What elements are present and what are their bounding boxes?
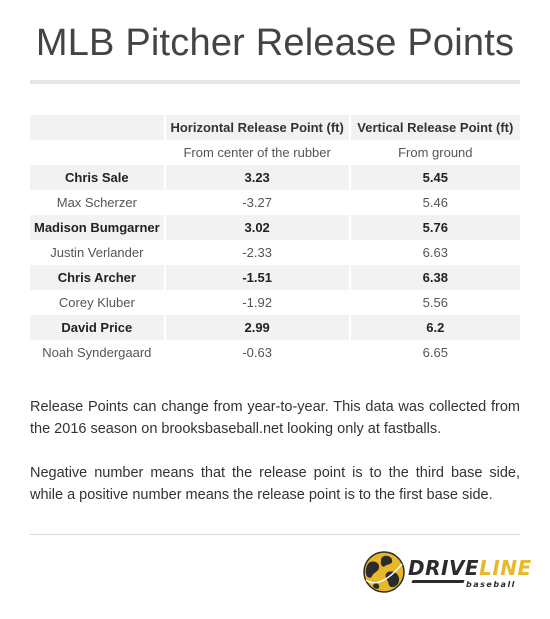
table-row: Chris Archer -1.51 6.38: [30, 265, 520, 290]
title-divider: [30, 80, 520, 84]
horizontal-value: -2.33: [164, 240, 351, 265]
subheader-vertical: From ground: [398, 145, 473, 160]
pitcher-name: Chris Archer: [30, 265, 166, 290]
vertical-value: 5.56: [349, 290, 520, 315]
vertical-value: 6.63: [349, 240, 520, 265]
table-row: Justin Verlander -2.33 6.63: [30, 240, 520, 265]
table-row: Max Scherzer -3.27 5.46: [30, 190, 520, 215]
horizontal-value: 3.23: [164, 165, 351, 190]
vertical-value: 6.2: [349, 315, 520, 340]
vertical-value: 5.45: [349, 165, 520, 190]
baseball-globe-icon: [363, 551, 405, 593]
table-row: Chris Sale 3.23 5.45: [30, 165, 520, 190]
pitcher-name: Madison Bumgarner: [30, 215, 166, 240]
driveline-logo: DRIVELINE baseball: [362, 550, 531, 594]
logo-subtext: baseball: [466, 580, 516, 589]
pitcher-name: Corey Kluber: [30, 290, 166, 315]
pitcher-name: Noah Syndergaard: [30, 340, 166, 365]
note-data-source: Release Points can change from year-to-y…: [30, 399, 520, 437]
pitcher-name: Max Scherzer: [30, 190, 166, 215]
table-header-row: Horizontal Release Point (ft) Vertical R…: [30, 115, 520, 140]
horizontal-value: -1.92: [164, 290, 351, 315]
logo-word-drive: DRIVE: [408, 556, 480, 580]
note-sign-meaning: Negative number means that the release p…: [30, 465, 520, 503]
pitcher-name: Justin Verlander: [30, 240, 166, 265]
page-title: MLB Pitcher Release Points: [35, 22, 515, 64]
horizontal-value: -1.51: [164, 265, 351, 290]
header-vertical: Vertical Release Point (ft): [349, 115, 520, 140]
logo-word-line: LINE: [479, 556, 532, 580]
vertical-value: 6.65: [349, 340, 520, 365]
table-row: Noah Syndergaard -0.63 6.65: [30, 340, 520, 365]
subheader-pitcher: [30, 140, 166, 165]
vertical-value: 6.38: [349, 265, 520, 290]
pitcher-name: David Price: [30, 315, 166, 340]
footer-divider: [30, 534, 520, 535]
horizontal-value: 3.02: [164, 215, 351, 240]
release-points-table: Horizontal Release Point (ft) Vertical R…: [30, 115, 520, 365]
header-pitcher: [30, 115, 166, 140]
logo-underline: [411, 580, 465, 583]
pitcher-name: Chris Sale: [30, 165, 166, 190]
table-row: Corey Kluber -1.92 5.56: [30, 290, 520, 315]
header-horizontal: Horizontal Release Point (ft): [164, 115, 351, 140]
subheader-horizontal: From center of the rubber: [164, 140, 351, 165]
table-row: Madison Bumgarner 3.02 5.76: [30, 215, 520, 240]
horizontal-value: -3.27: [164, 190, 351, 215]
table-subheader-row: From center of the rubber From ground: [30, 140, 520, 165]
vertical-value: 5.46: [349, 190, 520, 215]
horizontal-value: 2.99: [164, 315, 351, 340]
logo-wordmark: DRIVELINE: [408, 556, 532, 580]
table-row: David Price 2.99 6.2: [30, 315, 520, 340]
vertical-value: 5.76: [349, 215, 520, 240]
horizontal-value: -0.63: [164, 340, 351, 365]
